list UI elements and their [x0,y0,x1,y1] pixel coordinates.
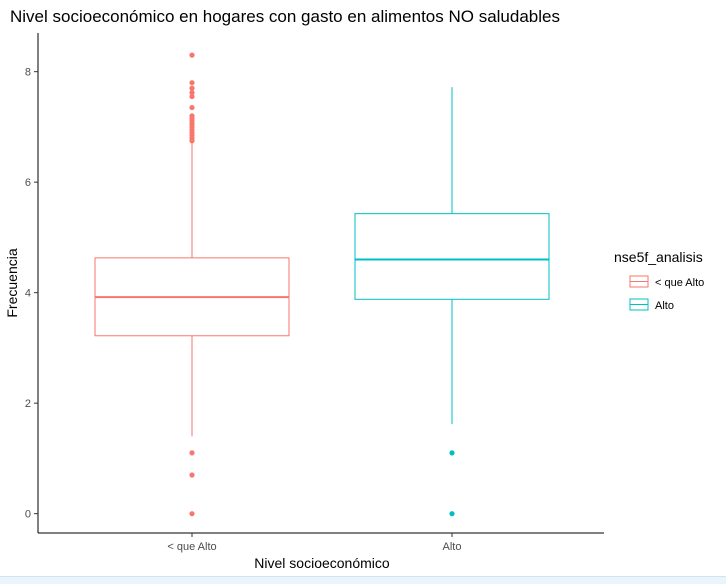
window-bottom-strip [0,576,726,584]
x-axis-ticks: < que Alto Alto [167,533,461,553]
y-tick-label: 2 [25,398,31,410]
legend-items: < que Alto Alto [629,275,704,312]
outlier-point [449,511,455,517]
outlier-point [189,104,195,111]
outlier-point [449,450,455,456]
chart-title: Nivel socioeconómico en hogares con gast… [10,7,560,26]
legend-label: Alto [655,300,674,312]
legend: nse5f_analisis < que Alto Alto [614,249,704,312]
x-tick-label: Alto [443,541,462,553]
outlier-point [189,93,195,100]
legend-item: Alto [629,298,674,312]
y-tick-label: 8 [25,67,31,79]
legend-title: nse5f_analisis [614,249,703,265]
legend-item: < que Alto [629,275,704,289]
box-menor-que-alto [94,52,290,517]
outlier-point [189,90,195,96]
y-tick-label: 0 [25,509,31,521]
plot-area: 0 2 4 6 8 < que Alto Alto [25,33,604,553]
box-alto [354,87,550,517]
outlier-point [189,472,195,478]
outlier-point [189,511,195,517]
y-tick-label: 6 [25,177,31,189]
boxes [94,52,550,517]
outlier-point [189,85,195,91]
outlier-point [189,113,195,119]
outlier-point [189,80,195,86]
outlier-point [189,52,195,58]
outlier-point [189,450,195,456]
x-tick-label: < que Alto [167,541,216,553]
y-tick-label: 4 [25,288,31,300]
y-axis-title: Frecuencia [4,248,20,317]
y-axis-ticks: 0 2 4 6 8 [25,67,38,521]
iqr-box [354,213,550,300]
legend-label: < que Alto [655,277,704,289]
x-axis-title: Nivel socioeconómico [254,555,390,571]
